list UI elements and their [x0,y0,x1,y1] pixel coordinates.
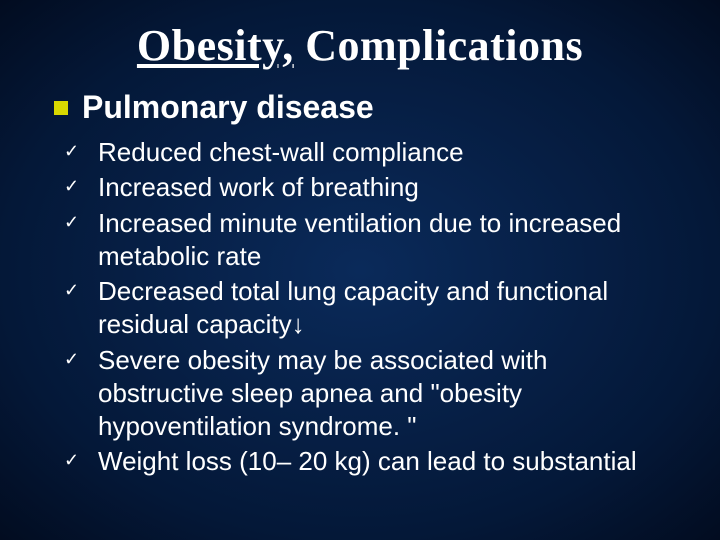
check-icon: ✓ [64,175,79,198]
list-item-text: Severe obesity may be associated with ob… [98,345,547,442]
square-bullet-icon [54,101,68,115]
list-item-text: Increased work of breathing [98,172,419,202]
list-item: ✓ Increased work of breathing [64,171,680,204]
list-item-text: Decreased total lung capacity and functi… [98,276,608,339]
check-icon: ✓ [64,449,79,472]
list-item: ✓ Severe obesity may be associated with … [64,344,680,444]
list-item: ✓ Increased minute ventilation due to in… [64,207,680,274]
section-heading: Pulmonary disease [54,89,680,126]
title-rest: Complications [294,21,583,70]
list-item-text: Reduced chest-wall compliance [98,137,464,167]
check-icon: ✓ [64,348,79,371]
check-icon: ✓ [64,279,79,302]
check-icon: ✓ [64,211,79,234]
slide-container: Obesity, Complications Pulmonary disease… [0,0,720,540]
list-item: ✓ Decreased total lung capacity and func… [64,275,680,342]
check-icon: ✓ [64,140,79,163]
list-item: ✓ Weight loss (10– 20 kg) can lead to su… [64,445,680,478]
bullet-list: ✓ Reduced chest-wall compliance ✓ Increa… [40,136,680,479]
list-item-text: Weight loss (10– 20 kg) can lead to subs… [98,446,637,476]
list-item: ✓ Reduced chest-wall compliance [64,136,680,169]
list-item-text: Increased minute ventilation due to incr… [98,208,621,271]
slide-title: Obesity, Complications [40,20,680,71]
heading-text: Pulmonary disease [82,89,374,125]
title-underlined-word: Obesity, [137,21,294,70]
